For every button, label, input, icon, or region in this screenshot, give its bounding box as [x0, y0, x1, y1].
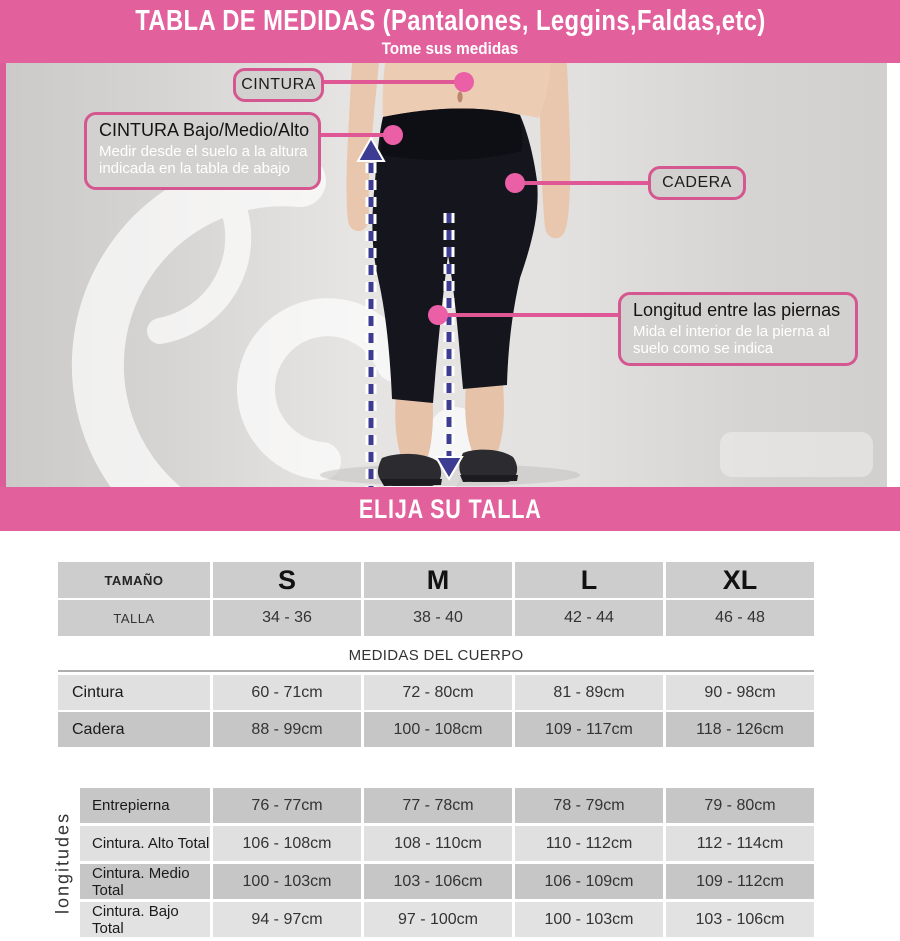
- callout-longitud-desc1: Mida el interior de la pierna al: [633, 323, 830, 340]
- bajo-total-label: Cintura. Bajo Total: [80, 902, 210, 937]
- size-xl-cell: XL: [666, 562, 814, 598]
- cintura-altura-dot: [383, 125, 403, 145]
- cintura-dot: [454, 72, 474, 92]
- longitudes-vertical-label: longitudes: [52, 811, 73, 914]
- cadera-xl: 118 - 126cm: [666, 712, 814, 747]
- callout-cintura-altura-title: CINTURA Bajo/Medio/Alto: [99, 120, 310, 140]
- callout-cadera-label: CADERA: [662, 174, 732, 191]
- choose-size-banner: ELIJA SU TALLA: [0, 487, 900, 531]
- entrepierna-m: 77 - 78cm: [364, 788, 512, 823]
- entrepierna-label: Entrepierna: [80, 788, 210, 823]
- navel: [457, 91, 463, 103]
- height-arrow-up-dashed: [356, 135, 386, 487]
- callout-cintura: CINTURA: [233, 68, 324, 102]
- cintura-row-label: Cintura: [58, 675, 210, 710]
- alto-total-label: Cintura. Alto Total: [80, 826, 210, 861]
- callout-cintura-label: CINTURA: [241, 76, 316, 93]
- cintura-s: 60 - 71cm: [213, 675, 361, 710]
- faint-watermark: [720, 432, 873, 477]
- page-header: TABLA DE MEDIDAS (Pantalones, Leggins,Fa…: [0, 0, 900, 63]
- talla-m-cell: 38 - 40: [364, 600, 512, 636]
- measure-dots: [383, 72, 525, 325]
- size-header-table: TAMAÑO S M L XL TALLA 34 - 36 38 - 40 42…: [58, 562, 814, 636]
- cadera-s: 88 - 99cm: [213, 712, 361, 747]
- callout-longitud-desc2: suelo como se indica: [633, 340, 774, 358]
- alto-total-l: 110 - 112cm: [515, 826, 663, 861]
- longitud-dot: [428, 305, 448, 325]
- bajo-total-l: 100 - 103cm: [515, 902, 663, 937]
- medio-total-s: 100 - 103cm: [213, 864, 361, 899]
- talla-l-cell: 42 - 44: [515, 600, 663, 636]
- bajo-total-s: 94 - 97cm: [213, 902, 361, 937]
- left-shin: [395, 391, 433, 456]
- callout-cintura-altura-desc1: Medir desde el suelo a la altura: [99, 143, 308, 160]
- measurement-diagram: CINTURA CINTURA Bajo/Medio/Alto Medir de…: [0, 63, 887, 487]
- cintura-l: 81 - 89cm: [515, 675, 663, 710]
- size-l-cell: L: [515, 562, 663, 598]
- size-s-cell: S: [213, 562, 361, 598]
- entrepierna-xl: 79 - 80cm: [666, 788, 814, 823]
- size-m-cell: M: [364, 562, 512, 598]
- callout-cadera: CADERA: [648, 166, 746, 200]
- leggings-waistband: [381, 108, 523, 161]
- cintura-xl: 90 - 98cm: [666, 675, 814, 710]
- right-shoe: [459, 449, 518, 482]
- talla-header-cell: TALLA: [58, 600, 210, 636]
- leggings: [372, 108, 538, 403]
- swirl-watermark-icon: [71, 154, 481, 487]
- cadera-row-label: Cadera: [58, 712, 210, 747]
- callout-cintura-altura: CINTURA Bajo/Medio/Alto Medir desde el s…: [84, 112, 321, 190]
- left-shoe: [377, 453, 442, 486]
- page-title: TABLA DE MEDIDAS (Pantalones, Leggins,Fa…: [134, 4, 766, 37]
- callout-connectors: [318, 80, 650, 317]
- figure-illustration: [71, 63, 873, 487]
- entrepierna-s: 76 - 77cm: [213, 788, 361, 823]
- right-shoe-sole: [460, 475, 518, 482]
- callout-longitud: Longitud entre las piernas Mida el inter…: [618, 292, 858, 366]
- alto-total-m: 108 - 110cm: [364, 826, 512, 861]
- lengths-table: Entrepierna 76 - 77cm 77 - 78cm 78 - 79c…: [80, 788, 814, 937]
- medio-total-label: Cintura. Medio Total: [80, 864, 210, 899]
- choose-size-label: ELIJA SU TALLA: [358, 493, 542, 524]
- callout-cintura-altura-desc2: indicada en la tabla de abajo: [99, 160, 290, 178]
- cadera-m: 100 - 108cm: [364, 712, 512, 747]
- right-arm: [540, 63, 571, 239]
- talla-s-cell: 34 - 36: [213, 600, 361, 636]
- medio-total-m: 103 - 106cm: [364, 864, 512, 899]
- right-shin: [465, 383, 504, 451]
- cintura-m: 72 - 80cm: [364, 675, 512, 710]
- body-measures-table: Cintura 60 - 71cm 72 - 80cm 81 - 89cm 90…: [58, 675, 814, 747]
- left-arm: [346, 63, 379, 232]
- talla-xl-cell: 46 - 48: [666, 600, 814, 636]
- medio-total-xl: 109 - 112cm: [666, 864, 814, 899]
- bajo-total-m: 97 - 100cm: [364, 902, 512, 937]
- alto-total-xl: 112 - 114cm: [666, 826, 814, 861]
- inseam-arrow-down-dashed: [434, 213, 464, 481]
- divider-rule: [58, 670, 814, 672]
- left-pink-border: [0, 63, 6, 487]
- left-shoe-sole: [380, 479, 442, 486]
- medio-total-l: 106 - 109cm: [515, 864, 663, 899]
- callout-longitud-title: Longitud entre las piernas: [633, 300, 841, 320]
- body-measures-title: MEDIDAS DEL CUERPO: [348, 647, 524, 664]
- page-subtitle: Tome sus medidas: [381, 38, 519, 58]
- woman-figure: [346, 63, 571, 486]
- cadera-dot: [505, 173, 525, 193]
- cadera-l: 109 - 117cm: [515, 712, 663, 747]
- entrepierna-l: 78 - 79cm: [515, 788, 663, 823]
- bajo-total-xl: 103 - 106cm: [666, 902, 814, 937]
- tamano-header-cell: TAMAÑO: [58, 562, 210, 598]
- alto-total-s: 106 - 108cm: [213, 826, 361, 861]
